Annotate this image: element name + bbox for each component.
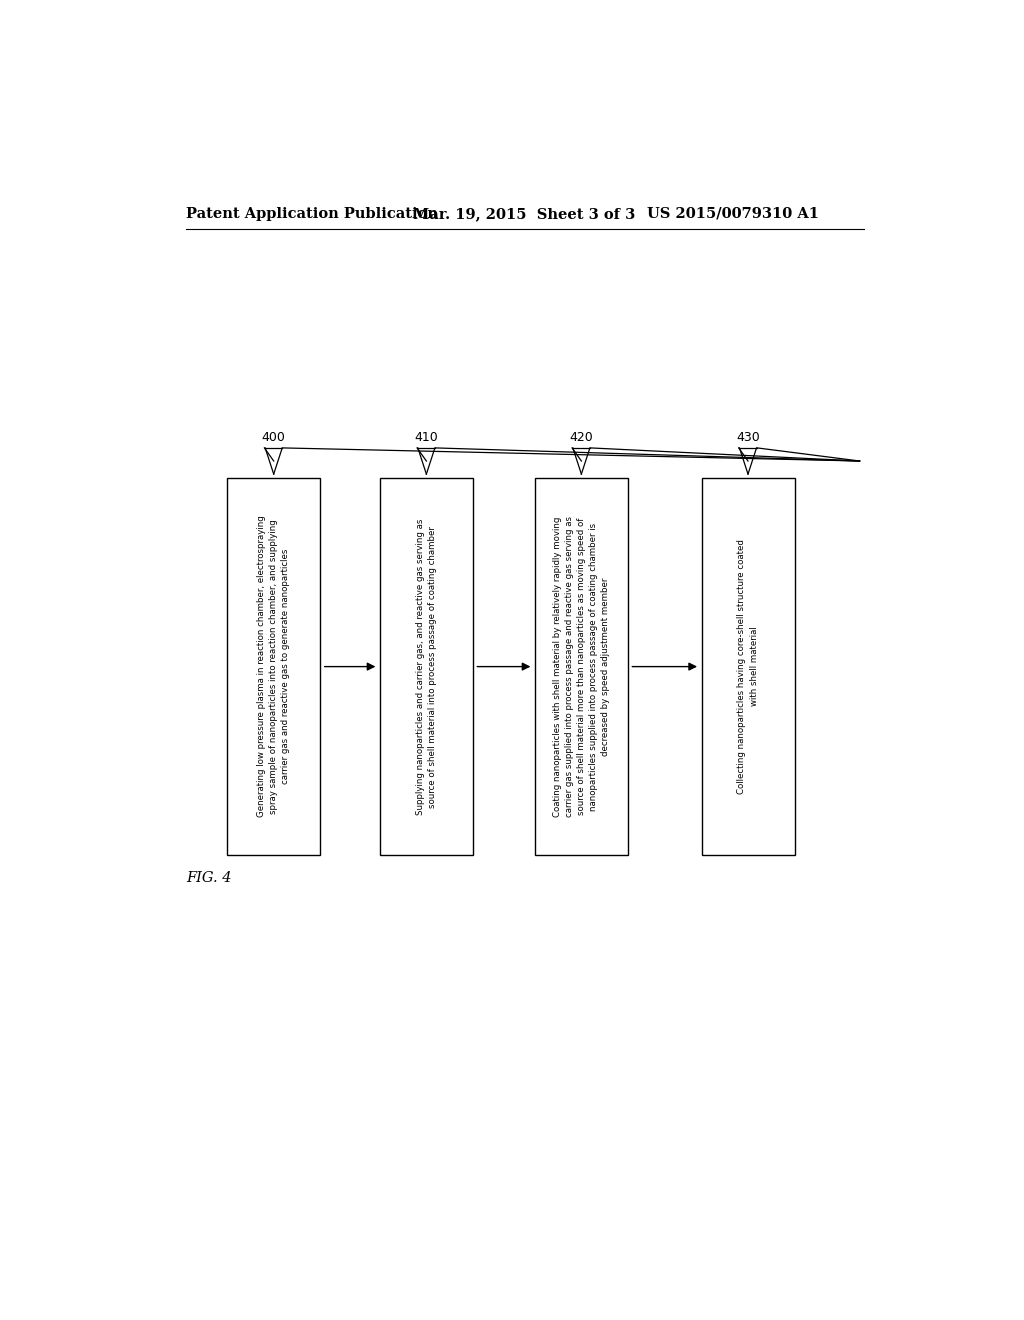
- Text: Mar. 19, 2015  Sheet 3 of 3: Mar. 19, 2015 Sheet 3 of 3: [414, 207, 636, 220]
- Bar: [701, 478, 795, 855]
- Text: US 2015/0079310 A1: US 2015/0079310 A1: [647, 207, 819, 220]
- Bar: [227, 478, 321, 855]
- Text: 410: 410: [415, 432, 438, 445]
- Text: Patent Application Publication: Patent Application Publication: [186, 207, 438, 220]
- Text: 430: 430: [736, 432, 760, 445]
- Text: FIG. 4: FIG. 4: [186, 871, 231, 886]
- Bar: [380, 478, 473, 855]
- Text: Generating low pressure plasma in reaction chamber, electrospraying
spray sample: Generating low pressure plasma in reacti…: [257, 516, 291, 817]
- Text: Collecting nanoparticles having core-shell structure coated
with shell material: Collecting nanoparticles having core-she…: [737, 539, 759, 795]
- Text: 420: 420: [569, 432, 593, 445]
- Text: Supplying nanoparticles and carrier gas, and reactive gas serving as
source of s: Supplying nanoparticles and carrier gas,…: [416, 519, 437, 814]
- Text: 400: 400: [262, 432, 286, 445]
- Text: Coating nanoparticles with shell material by relatively rapidly moving
carrier g: Coating nanoparticles with shell materia…: [553, 516, 610, 817]
- Bar: [535, 478, 628, 855]
